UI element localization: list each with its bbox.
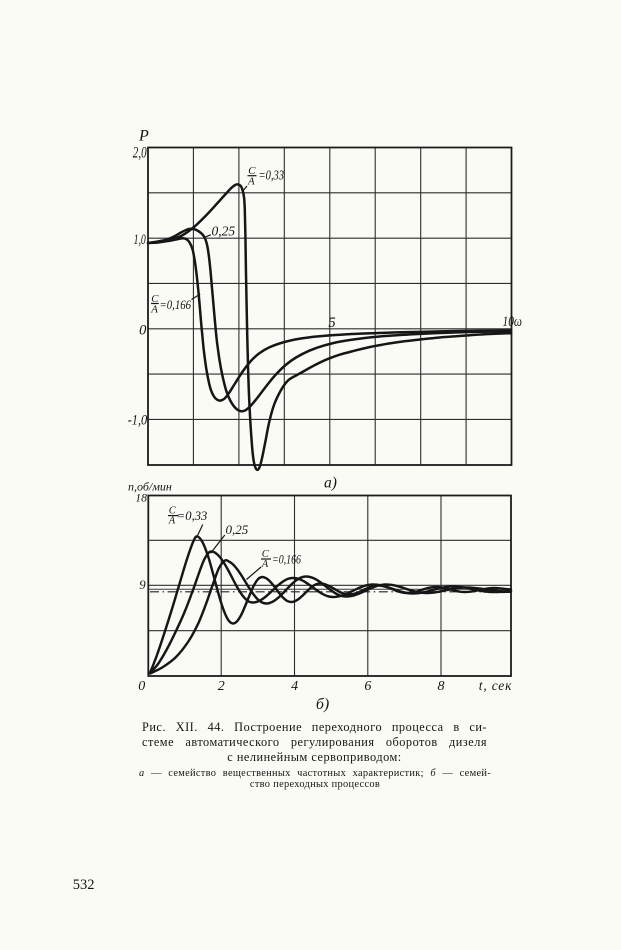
- svg-text:C: C: [151, 293, 159, 305]
- svg-text:=0,166: =0,166: [272, 552, 301, 567]
- svg-text:A: A: [150, 304, 158, 316]
- svg-text:A: A: [261, 559, 269, 570]
- svg-text:n,об/мин: n,об/мин: [128, 480, 172, 494]
- svg-text:а): а): [324, 475, 337, 492]
- svg-text:C: C: [262, 549, 270, 560]
- svg-text:18: 18: [135, 490, 147, 504]
- svg-text:C: C: [169, 505, 177, 516]
- svg-text:0: 0: [139, 322, 147, 338]
- svg-text:A: A: [247, 176, 255, 188]
- svg-text:0,25: 0,25: [226, 522, 249, 537]
- svg-text:9: 9: [139, 578, 146, 592]
- svg-text:б): б): [316, 696, 329, 713]
- svg-text:P: P: [138, 128, 149, 145]
- svg-text:C: C: [248, 165, 256, 177]
- svg-text:=0,166: =0,166: [160, 297, 192, 312]
- svg-text:6: 6: [364, 679, 371, 694]
- svg-text:2: 2: [218, 679, 225, 694]
- svg-text:0,25: 0,25: [212, 223, 236, 238]
- svg-text:2,0: 2,0: [133, 145, 147, 162]
- svg-text:5: 5: [328, 315, 335, 331]
- svg-text:t, сек: t, сек: [479, 678, 512, 693]
- svg-text:=0,33: =0,33: [259, 168, 285, 183]
- svg-text:0: 0: [138, 679, 145, 694]
- svg-text:=0,33: =0,33: [177, 508, 208, 523]
- svg-text:A: A: [168, 516, 176, 527]
- svg-text:-1,0: -1,0: [128, 413, 148, 429]
- svg-text:4: 4: [291, 679, 298, 694]
- svg-text:1,0: 1,0: [134, 232, 147, 248]
- svg-text:8: 8: [438, 679, 445, 694]
- svg-text:10ω: 10ω: [503, 314, 523, 330]
